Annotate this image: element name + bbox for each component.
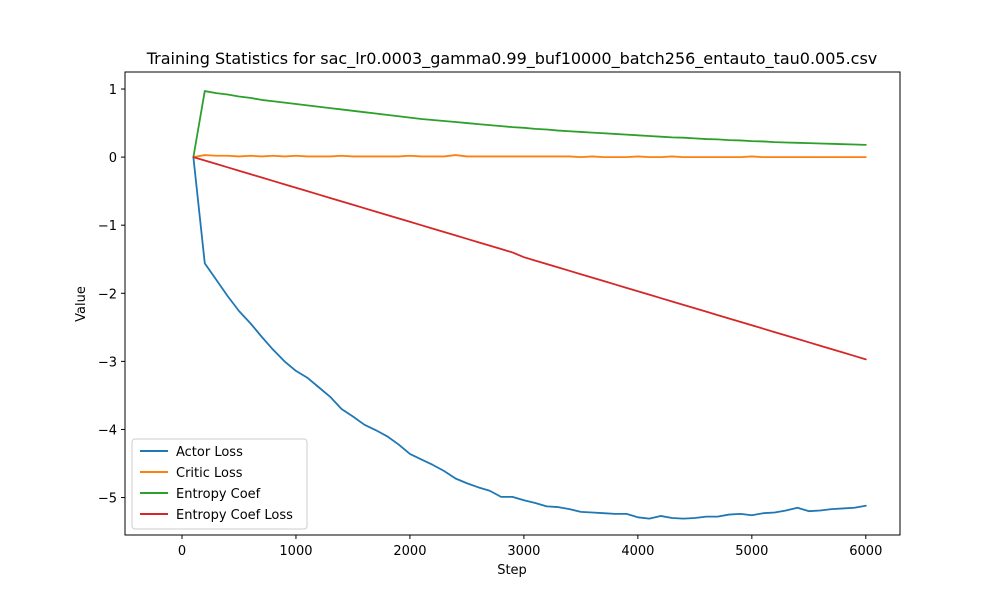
legend-box bbox=[131, 438, 308, 530]
y-axis-label: Value bbox=[74, 286, 89, 322]
x-tick-label: 4000 bbox=[621, 544, 654, 559]
y-tick-label: −5 bbox=[98, 492, 117, 507]
y-tick-label: −2 bbox=[98, 287, 117, 302]
chart-title: Training Statistics for sac_lr0.0003_gam… bbox=[146, 49, 878, 69]
series-line-entropy-coef-loss bbox=[192, 156, 867, 361]
series-line-actor-loss bbox=[192, 156, 867, 520]
x-axis-ticks: 0 1000 2000 3000 4000 5000 6000 bbox=[178, 535, 882, 559]
series-line-critic-loss bbox=[192, 154, 867, 159]
y-tick-label: −4 bbox=[98, 423, 117, 438]
y-tick-label: −3 bbox=[98, 355, 117, 370]
series-line-entropy-coef bbox=[192, 90, 867, 159]
series-lines bbox=[192, 90, 867, 520]
axes-frame bbox=[124, 71, 901, 536]
y-axis-ticks: 1 0 −1 −2 −3 −4 −5 bbox=[98, 83, 125, 507]
x-tick-label: 6000 bbox=[849, 544, 882, 559]
legend: Actor Loss Critic Loss Entropy Coef Entropy… bbox=[131, 438, 308, 530]
y-tick-label: 0 bbox=[109, 151, 117, 166]
legend-entry-entropy-coef: Entropy Coef bbox=[176, 487, 261, 502]
x-tick-label: 1000 bbox=[279, 544, 312, 559]
x-tick-label: 2000 bbox=[393, 544, 426, 559]
y-tick-label: −1 bbox=[98, 219, 117, 234]
x-tick-label: 5000 bbox=[735, 544, 768, 559]
x-tick-label: 3000 bbox=[507, 544, 540, 559]
legend-entry-critic-loss: Critic Loss bbox=[176, 466, 243, 481]
legend-entry-actor-loss: Actor Loss bbox=[176, 445, 243, 460]
x-axis-label: Step bbox=[497, 563, 527, 578]
x-tick-label: 0 bbox=[178, 544, 186, 559]
legend-entry-entropy-coef-loss: Entropy Coef Loss bbox=[176, 508, 293, 523]
y-tick-label: 1 bbox=[109, 83, 117, 98]
